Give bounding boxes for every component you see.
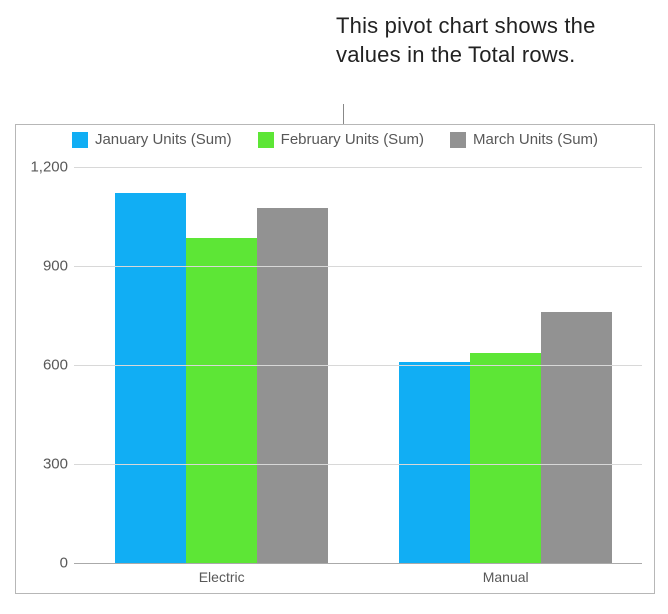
- legend-label: February Units (Sum): [281, 131, 424, 148]
- bar: [470, 353, 541, 563]
- grid-line: [74, 167, 642, 168]
- legend-item: February Units (Sum): [258, 131, 424, 148]
- y-axis-label: 0: [26, 555, 68, 572]
- annotation-text: This pivot chart shows the values in the…: [336, 12, 636, 69]
- bar: [186, 238, 257, 563]
- legend-item: January Units (Sum): [72, 131, 232, 148]
- grid-line: [74, 266, 642, 267]
- legend-label: March Units (Sum): [473, 131, 598, 148]
- x-axis-label: Manual: [483, 569, 529, 585]
- bar: [399, 362, 470, 563]
- x-axis-baseline: [74, 563, 642, 564]
- legend-swatch: [258, 132, 274, 148]
- legend-label: January Units (Sum): [95, 131, 232, 148]
- y-axis-label: 300: [26, 456, 68, 473]
- x-axis-label: Electric: [199, 569, 245, 585]
- y-axis-label: 900: [26, 258, 68, 275]
- legend-item: March Units (Sum): [450, 131, 598, 148]
- legend: January Units (Sum) February Units (Sum) M…: [16, 131, 654, 148]
- y-axis-label: 1,200: [26, 159, 68, 176]
- plot-area: 03006009001,200ElectricManual: [74, 167, 642, 563]
- legend-swatch: [450, 132, 466, 148]
- grid-line: [74, 365, 642, 366]
- grid-line: [74, 464, 642, 465]
- bar: [115, 193, 186, 563]
- bar: [257, 208, 328, 563]
- pivot-chart: January Units (Sum) February Units (Sum) M…: [15, 124, 655, 594]
- bar: [541, 312, 612, 563]
- y-axis-label: 600: [26, 357, 68, 374]
- legend-swatch: [72, 132, 88, 148]
